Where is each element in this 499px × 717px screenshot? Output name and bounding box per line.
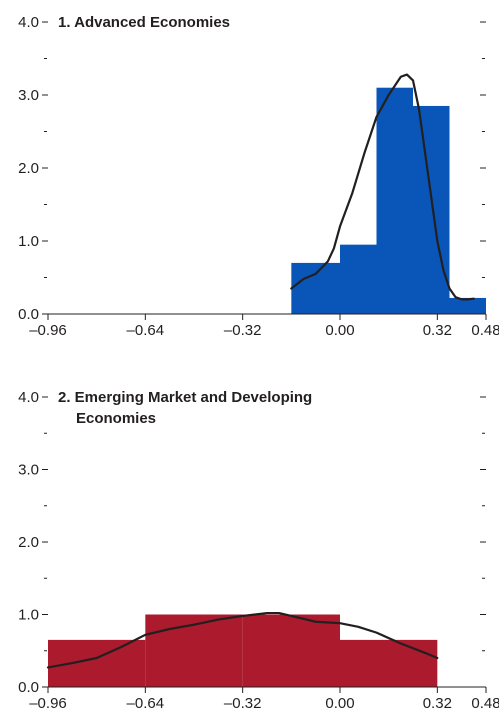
x-tick-label: 0.32 <box>423 322 452 339</box>
y-tick-label: 2.0 <box>18 160 39 177</box>
y-tick-label: 3.0 <box>18 462 39 479</box>
x-tick-label: –0.32 <box>224 322 262 339</box>
chart-panel-1: 0.0 1.0 2.0 3.0 4.0 –0.96 –0.64 –0.32 0.00 0.32 0.… <box>18 14 499 339</box>
x-tick-label: –0.96 <box>29 322 67 339</box>
panel-title: 2. Emerging Market and Developing <box>58 389 312 406</box>
histogram-bar <box>376 87 413 314</box>
x-tick-label: –0.64 <box>127 322 165 339</box>
y-tick-label: 0.0 <box>18 306 39 323</box>
x-tick-label: –0.32 <box>224 695 262 712</box>
histogram-bar <box>145 614 243 687</box>
histogram-bar <box>48 639 146 688</box>
histogram-bar <box>340 639 438 688</box>
histogram-bar <box>413 105 450 314</box>
y-tick-label: 1.0 <box>18 233 39 250</box>
y-tick-label: 3.0 <box>18 87 39 104</box>
y-tick-label: 1.0 <box>18 607 39 624</box>
x-tick-label: 0.00 <box>325 695 354 712</box>
x-tick-label: 0.48 <box>471 322 499 339</box>
histogram-bar <box>449 297 486 314</box>
x-tick-label: –0.96 <box>29 695 67 712</box>
x-tick-label: 0.32 <box>423 695 452 712</box>
x-tick-label: 0.48 <box>471 695 499 712</box>
panel-title: 1. Advanced Economies <box>58 14 230 31</box>
y-tick-label: 2.0 <box>18 534 39 551</box>
y-tick-label: 4.0 <box>18 389 39 406</box>
panel-title: Economies <box>76 410 156 427</box>
x-tick-label: –0.64 <box>127 695 165 712</box>
density-curve <box>46 611 439 669</box>
chart-panel-2: 0.0 1.0 2.0 3.0 4.0 –0.96 –0.64 –0.32 0.00 0.32 0.… <box>18 389 499 712</box>
density-curve <box>290 73 475 301</box>
histogram-bar <box>242 614 340 687</box>
histogram-bar <box>291 262 340 314</box>
y-tick-label: 4.0 <box>18 14 39 31</box>
histogram-bar <box>340 244 377 314</box>
y-tick-label: 0.0 <box>18 679 39 696</box>
x-tick-label: 0.00 <box>325 322 354 339</box>
